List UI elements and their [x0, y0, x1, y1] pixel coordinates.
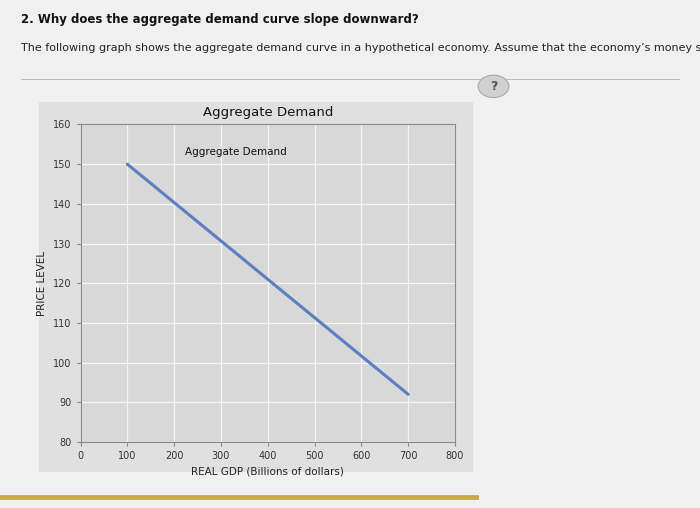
Text: The following graph shows the aggregate demand curve in a hypothetical economy. : The following graph shows the aggregate …	[21, 43, 700, 53]
Text: 2. Why does the aggregate demand curve slope downward?: 2. Why does the aggregate demand curve s…	[21, 13, 419, 26]
X-axis label: REAL GDP (Billions of dollars): REAL GDP (Billions of dollars)	[191, 466, 344, 477]
Title: Aggregate Demand: Aggregate Demand	[202, 106, 333, 119]
Text: Aggregate Demand: Aggregate Demand	[186, 147, 287, 156]
Y-axis label: PRICE LEVEL: PRICE LEVEL	[37, 250, 48, 316]
Text: ?: ?	[490, 80, 497, 93]
